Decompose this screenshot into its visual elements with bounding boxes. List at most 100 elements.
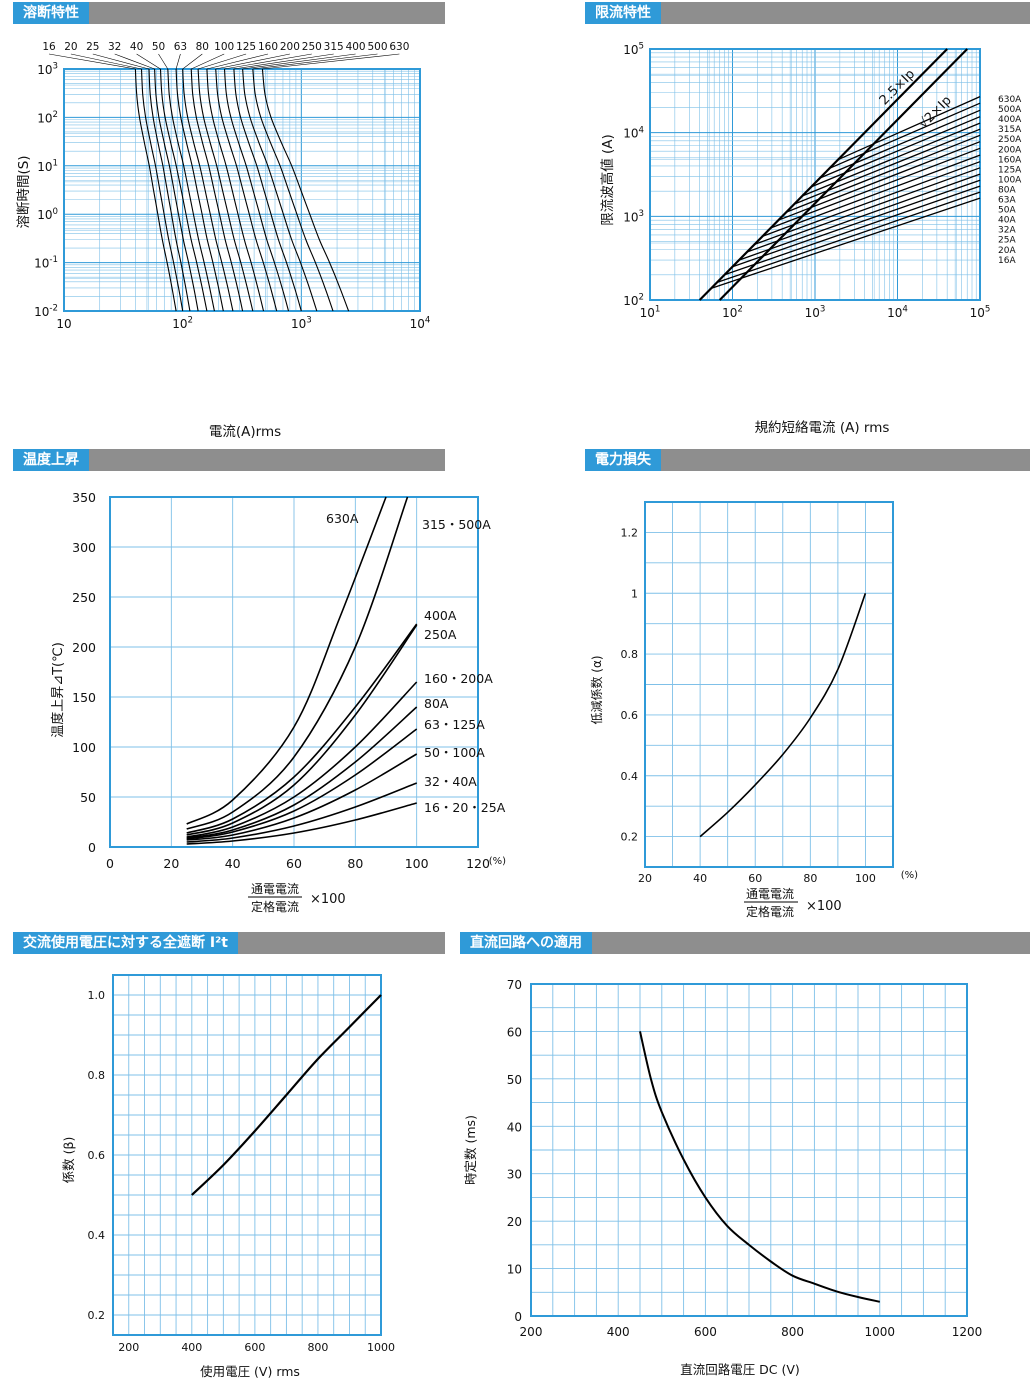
series-label-250A: 250A [424, 627, 457, 642]
temperature-curve-250A [186, 624, 418, 836]
chart-temperature: 630A 315・500A 400A 250A 160・200A 80A 63・125A 50… [50, 490, 506, 914]
leader-line-200 [215, 53, 290, 70]
fusing-curve-20 [140, 68, 184, 312]
y-tick-label: 100 [37, 207, 58, 222]
fusing-curve-50 [167, 68, 215, 312]
x-tick-label: 100 [855, 872, 876, 885]
power-curves [699, 593, 867, 838]
dc-curves [639, 1031, 881, 1303]
y-tick-label: 0.2 [88, 1309, 106, 1322]
temperature-curve-315・500A [186, 496, 409, 830]
leader-line-100 [191, 53, 225, 70]
temperature-curve-63・125A [186, 728, 418, 840]
leader-line-20 [70, 53, 142, 70]
y-tick-label: 1.0 [88, 989, 106, 1002]
limiting-curve-80A [762, 154, 981, 238]
y-tick-label: 100 [72, 740, 96, 755]
fusing-curve-16 [134, 68, 177, 312]
y-axis-label: 溶断時間(S) [16, 155, 32, 228]
rating-label-32: 32 [108, 41, 121, 53]
rating-label-400A: 400A [998, 115, 1022, 125]
y-tick-label: 10 [507, 1263, 522, 1277]
rating-label-50A: 50A [998, 206, 1016, 216]
fusing-curve-630 [261, 68, 350, 312]
plot-frame [112, 974, 382, 1336]
y-tick-label: 102 [623, 293, 644, 308]
leader-line-250 [224, 53, 312, 70]
section-title-limiting: 限流特性 [585, 2, 661, 24]
plot-frame [63, 68, 421, 312]
rating-label-125: 125 [236, 41, 256, 53]
limiting-curve-50A [746, 167, 981, 253]
x-tick-label: 102 [722, 305, 743, 320]
y-tick-label: 1.2 [621, 526, 639, 539]
leader-line-500 [252, 53, 378, 70]
y-axis-label: 温度上昇⊿T(℃) [50, 642, 66, 738]
rating-label-16: 16 [42, 41, 56, 53]
power-curve [699, 593, 867, 838]
x-axis-label: 直流回路電圧 DC (V) [680, 1362, 800, 1377]
x-tick-label: 20 [163, 856, 179, 871]
fusing-curve-160 [206, 68, 265, 312]
x-tick-label: 20 [638, 872, 652, 885]
fusing-curve-200 [215, 68, 278, 312]
section-title-fusing: 溶断特性 [13, 2, 89, 24]
limiting-curve-400A [819, 109, 981, 179]
section-title-temperature: 温度上昇 [13, 449, 89, 471]
x-tick-label: 60 [286, 856, 302, 871]
y-tick-label: 0 [88, 840, 96, 855]
rating-label-25A: 25A [998, 236, 1016, 246]
x-label-denominator: 定格電流 [251, 899, 299, 914]
y-tick-label: 0 [514, 1310, 522, 1324]
y-tick-label: 350 [72, 490, 96, 505]
chart-limiting: 2.5×Ip√2×Ip 630A500A400A315A250A200A160A1… [599, 42, 1022, 436]
rating-label-63A: 63A [998, 196, 1016, 206]
section-bar-limiting: 限流特性 [585, 2, 1030, 24]
rating-label-630: 630 [389, 41, 409, 53]
fusing-curve-100 [190, 68, 244, 312]
series-label-16・20・25A: 16・20・25A [424, 800, 506, 815]
temperature-ticks: 0 20 40 60 80 100 120 0 50 100 150 200 250 300 350 [72, 490, 490, 871]
x-tick-label: 0 [106, 856, 114, 871]
y-axis-label: 係数 (β) [61, 1137, 76, 1184]
x-tick-label: 101 [640, 305, 661, 320]
rating-label-40A: 40A [998, 216, 1016, 226]
series-label-32・40A: 32・40A [424, 774, 477, 789]
x-tick-label: 40 [693, 872, 707, 885]
x-tick-label: 200 [520, 1325, 543, 1339]
dc-curve [639, 1031, 881, 1303]
fusing-curve-500 [252, 68, 334, 312]
y-tick-label: 103 [37, 62, 58, 77]
limiting-curve-25A [724, 185, 981, 276]
y-tick-label: 150 [72, 690, 96, 705]
dc-ticks: 200 400 600 800 1000 1200 0 10 20 30 40 50 60 70 [507, 978, 983, 1339]
rating-label-125A: 125A [998, 165, 1022, 175]
y-tick-label: 30 [507, 1168, 522, 1182]
x-label-multiplier: ×100 [806, 899, 842, 914]
leader-line-160 [206, 53, 269, 70]
series-label-160・200A: 160・200A [424, 671, 493, 686]
x-label-numerator: 通電電流 [746, 887, 794, 901]
fusing-curves: 16 20 25 32 40 50 63 80 100 125 160 200 250 315 400 500… [42, 41, 409, 312]
chart-ac-i2t: 200 400 600 800 1000 0.2 0.4 0.6 0.8 1.0 使用電圧 (V) … [61, 974, 396, 1379]
y-tick-label: 0.8 [621, 648, 639, 661]
rating-label-400: 400 [346, 41, 366, 53]
fusing-curve-315 [233, 68, 302, 312]
y-tick-label: 60 [507, 1025, 522, 1039]
rating-label-160A: 160A [998, 155, 1022, 165]
reference-line-2-5-ip [698, 48, 948, 301]
ac-i2t-ticks: 200 400 600 800 1000 0.2 0.4 0.6 0.8 1.0 [88, 989, 396, 1354]
limiting-curve-200A [793, 128, 981, 205]
x-tick-label: 800 [307, 1341, 328, 1354]
x-label-denominator: 定格電流 [746, 904, 794, 919]
rating-label-200: 200 [280, 41, 300, 53]
section-bar-power: 電力損失 [585, 449, 1030, 471]
chart-dc: 200 400 600 800 1000 1200 0 10 20 30 40 50 60 70 直流回路電… [463, 978, 982, 1377]
temperature-curve-400A [186, 623, 418, 834]
y-tick-label: 10-2 [34, 304, 58, 319]
section-bar-dc: 直流回路への適用 [460, 932, 1030, 954]
x-tick-label: 1000 [865, 1325, 896, 1339]
fusing-curve-63 [175, 68, 224, 312]
y-tick-label: 0.8 [88, 1069, 106, 1082]
